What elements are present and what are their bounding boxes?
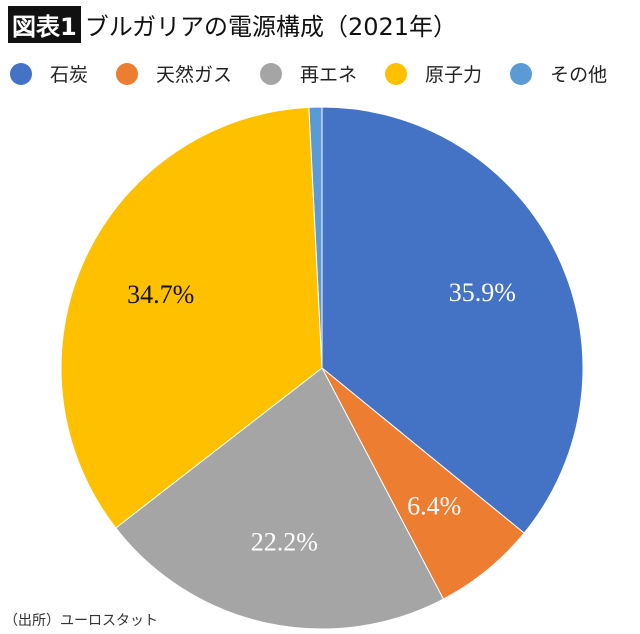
legend-item: その他 [510,60,607,87]
pie-slice [308,106,323,369]
data-label: 35.9% [449,278,516,307]
legend-label: 原子力 [425,64,483,86]
pie-slice [115,367,445,630]
title-text: ブルガリアの電源構成（2021年） [84,13,458,41]
data-label: 22.2% [251,527,318,556]
legend-swatch [116,62,139,85]
legend-item: 天然ガス [116,60,232,87]
legend-swatch [510,62,533,85]
data-label: 6.4% [407,491,461,520]
legend-label: その他 [550,64,608,86]
legend-label: 石炭 [50,64,89,86]
legend-item: 原子力 [385,60,482,87]
source-note: （出所）ユーロスタット [4,613,158,629]
chart-title: 図表1 ブルガリアの電源構成（2021年） [8,6,457,43]
legend: 石炭 天然ガス 再エネ 原子力 その他 [10,60,635,87]
legend-item: 石炭 [10,60,88,87]
legend-label: 再エネ [300,64,358,86]
legend-swatch [260,62,283,85]
data-label: 34.7% [127,280,194,309]
legend-item: 再エネ [260,60,357,87]
legend-swatch [10,62,32,85]
figure-badge: 図表1 [8,6,81,43]
pie-slice [60,106,323,529]
legend-swatch [385,62,408,85]
legend-label: 天然ガス [156,64,233,86]
pie-slice [321,106,584,534]
